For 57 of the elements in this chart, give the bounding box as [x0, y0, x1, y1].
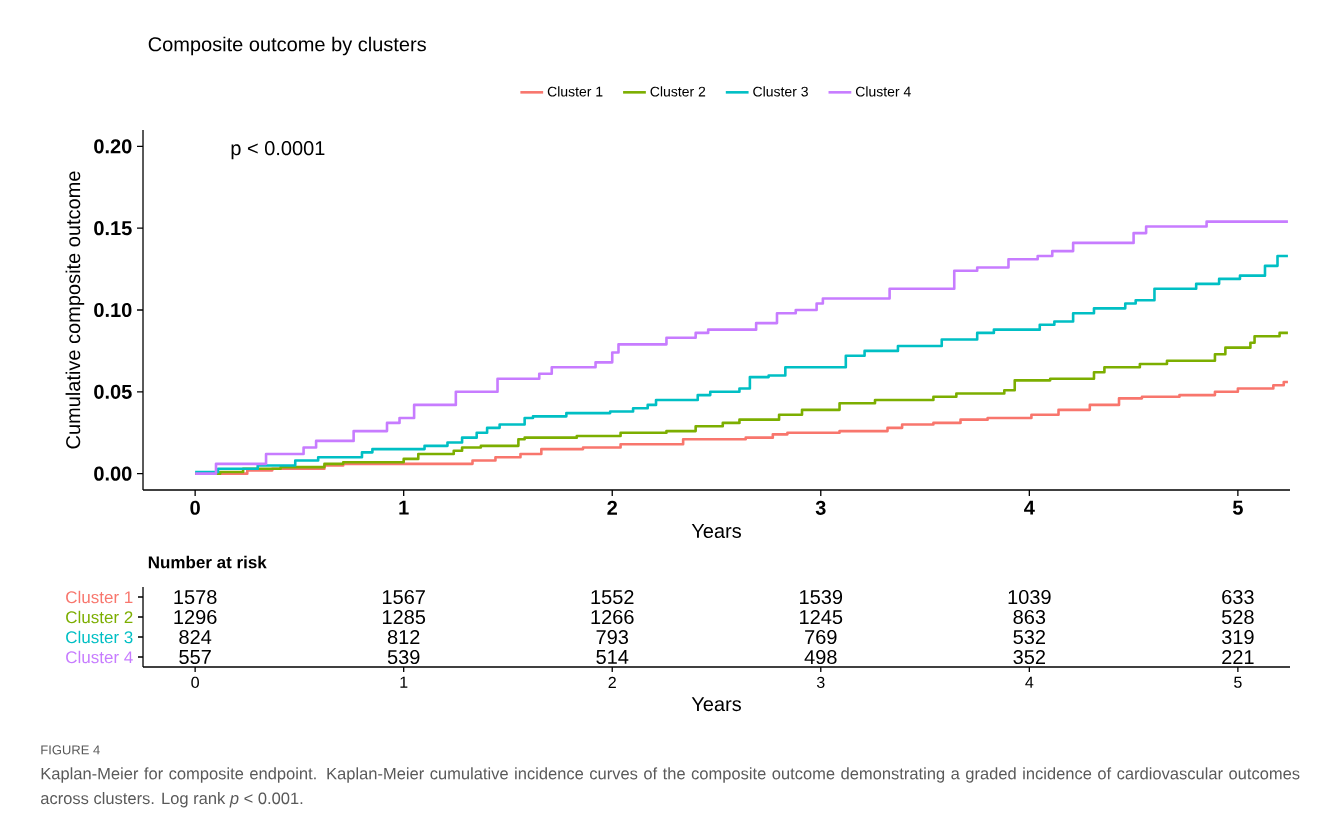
- data-label: 221: [1222, 650, 1254, 664]
- data-label: 498: [804, 649, 837, 665]
- data-label: 557: [179, 650, 211, 664]
- data-label: 1552: [591, 589, 634, 605]
- x-tick-label: 0: [190, 500, 200, 515]
- y-tick-label: Cluster 3: [66, 630, 133, 644]
- x-tick-label: 4: [1024, 500, 1035, 515]
- data-label: 1039: [1008, 589, 1051, 605]
- data-label: 1578: [174, 589, 217, 605]
- y-tick-label: 0.00: [94, 466, 132, 481]
- x-tick-label: 3: [816, 676, 825, 689]
- data-label: 532: [1013, 629, 1046, 645]
- chart-title: Composite outcome by clusters: [148, 36, 426, 56]
- data-label: 863: [1013, 609, 1046, 625]
- x-axis-title: Years: [691, 697, 741, 712]
- data-label: 793: [596, 629, 629, 645]
- y-tick-label: 0.20: [94, 139, 132, 154]
- data-label: 528: [1221, 609, 1254, 625]
- legend-label: Cluster 2: [650, 86, 706, 97]
- data-label: 1296: [174, 609, 217, 625]
- x-tick-label: 5: [1234, 676, 1242, 688]
- data-label: 812: [387, 629, 420, 645]
- y-axis-title: Cumulative composite outcome: [65, 171, 85, 449]
- x-tick-label: 2: [607, 500, 617, 515]
- data-label: 539: [387, 649, 420, 665]
- chart-title: Number at risk: [148, 555, 267, 569]
- text: Kaplan-Meier for composite endpoint. Kaplan-Meier cumulative incidence curves of the composite outcome demonstrating a graded incidence of cardiovascular outcomes across clusters. Log rank p < 0.001.: [40, 767, 1300, 808]
- data-label: 769: [805, 629, 837, 645]
- y-tick-label: 0.15: [94, 221, 132, 236]
- legend-label: Cluster 3: [753, 86, 808, 97]
- legend-label: Cluster 1: [547, 86, 603, 97]
- data-label: 319: [1221, 629, 1254, 645]
- x-tick-label: 0: [191, 676, 199, 689]
- data-label: 633: [1222, 589, 1254, 605]
- data-label: 1567: [382, 589, 425, 605]
- x-tick-label: 1: [399, 500, 409, 515]
- data-label: 1539: [800, 589, 843, 605]
- x-tick-label: 3: [815, 500, 826, 515]
- y-tick-label: Cluster 1: [66, 590, 133, 604]
- data-label: 514: [596, 650, 629, 664]
- y-tick-label: 0.10: [94, 302, 132, 318]
- x-tick-label: 4: [1025, 676, 1034, 688]
- annotation: p < 0.0001: [231, 141, 325, 160]
- x-axis-title: Years: [691, 524, 741, 539]
- x-tick-label: 2: [608, 676, 616, 688]
- legend-label: Cluster 4: [855, 86, 911, 97]
- y-tick-label: Cluster 4: [66, 650, 133, 664]
- data-label: 352: [1013, 649, 1046, 665]
- x-tick-label: 1: [400, 676, 408, 688]
- y-tick-label: Cluster 2: [66, 610, 133, 624]
- caption: FIGURE 4: [41, 745, 100, 755]
- data-label: 1266: [591, 609, 634, 625]
- x-tick-label: 5: [1232, 500, 1243, 515]
- data-label: 1245: [800, 609, 843, 625]
- y-tick-label: 0.05: [94, 384, 132, 399]
- data-label: 824: [179, 629, 212, 645]
- data-label: 1285: [382, 609, 426, 625]
